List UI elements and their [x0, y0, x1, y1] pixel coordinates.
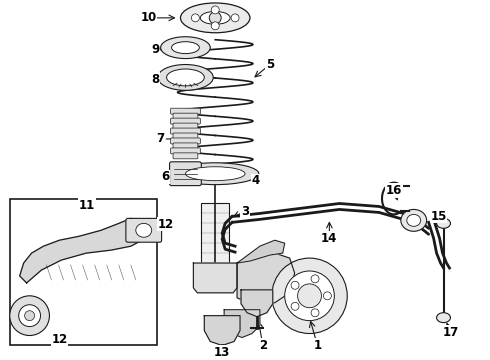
Ellipse shape — [401, 210, 427, 231]
Ellipse shape — [200, 12, 230, 24]
Text: 7: 7 — [157, 132, 165, 145]
FancyBboxPatch shape — [173, 123, 198, 129]
Polygon shape — [204, 316, 240, 346]
Text: 1: 1 — [314, 339, 321, 352]
Polygon shape — [194, 263, 237, 293]
Text: 2: 2 — [259, 339, 267, 352]
Circle shape — [209, 12, 221, 24]
FancyBboxPatch shape — [173, 113, 198, 119]
FancyBboxPatch shape — [171, 118, 200, 124]
FancyBboxPatch shape — [173, 143, 198, 149]
Text: 15: 15 — [430, 210, 447, 223]
Circle shape — [192, 14, 199, 22]
Text: 10: 10 — [141, 12, 157, 24]
Circle shape — [291, 302, 299, 310]
FancyBboxPatch shape — [201, 203, 229, 268]
Polygon shape — [241, 290, 273, 317]
FancyBboxPatch shape — [170, 162, 201, 186]
Text: 9: 9 — [151, 43, 160, 56]
Circle shape — [272, 258, 347, 333]
Text: 8: 8 — [151, 73, 160, 86]
Ellipse shape — [172, 163, 259, 185]
FancyBboxPatch shape — [171, 128, 200, 134]
Ellipse shape — [407, 215, 421, 226]
Polygon shape — [237, 240, 285, 263]
FancyBboxPatch shape — [126, 219, 162, 242]
Text: 4: 4 — [252, 174, 260, 187]
Polygon shape — [20, 219, 148, 283]
Ellipse shape — [437, 219, 450, 228]
Text: 3: 3 — [241, 205, 249, 218]
Circle shape — [211, 6, 219, 14]
Circle shape — [19, 305, 41, 327]
Circle shape — [10, 296, 49, 336]
Circle shape — [311, 275, 319, 283]
Text: 16: 16 — [386, 184, 402, 197]
FancyBboxPatch shape — [171, 138, 200, 144]
Circle shape — [24, 311, 35, 321]
Ellipse shape — [136, 223, 152, 237]
Text: 12: 12 — [157, 218, 174, 231]
Circle shape — [285, 271, 334, 321]
Text: 5: 5 — [266, 58, 274, 71]
FancyBboxPatch shape — [171, 108, 200, 114]
Circle shape — [323, 292, 331, 300]
Bar — [10, 198, 157, 346]
Text: 11: 11 — [79, 199, 95, 212]
Text: 6: 6 — [162, 170, 170, 183]
FancyBboxPatch shape — [173, 133, 198, 139]
Ellipse shape — [180, 3, 250, 33]
Text: 17: 17 — [442, 326, 459, 339]
Text: 13: 13 — [214, 346, 230, 359]
Circle shape — [297, 284, 321, 308]
Ellipse shape — [161, 37, 210, 59]
Text: 12: 12 — [51, 333, 68, 346]
Ellipse shape — [437, 313, 450, 323]
FancyBboxPatch shape — [171, 148, 200, 154]
Ellipse shape — [172, 42, 199, 54]
Ellipse shape — [185, 167, 245, 181]
Circle shape — [211, 22, 219, 30]
Ellipse shape — [158, 64, 213, 90]
Circle shape — [311, 309, 319, 317]
Circle shape — [231, 14, 239, 22]
Polygon shape — [224, 310, 260, 337]
Polygon shape — [237, 253, 294, 306]
Text: 14: 14 — [321, 232, 338, 245]
Ellipse shape — [167, 69, 204, 86]
Circle shape — [291, 281, 299, 289]
FancyBboxPatch shape — [173, 153, 198, 159]
